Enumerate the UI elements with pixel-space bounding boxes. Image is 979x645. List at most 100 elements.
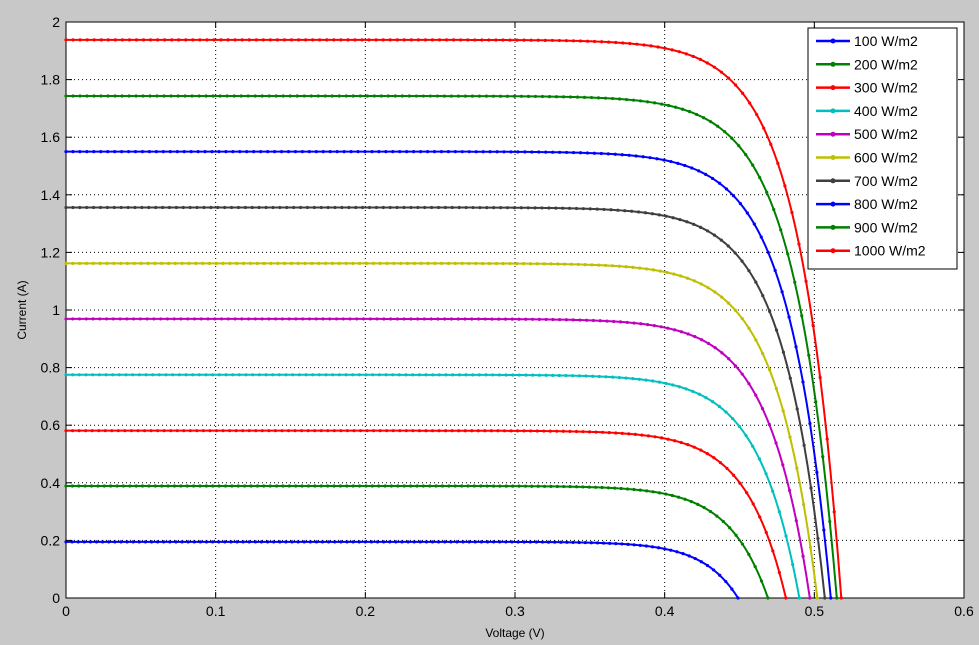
series-point	[382, 317, 386, 321]
series-point	[119, 261, 123, 265]
series-point	[452, 38, 456, 42]
series-point	[592, 39, 597, 44]
series-point	[306, 484, 311, 488]
series-point	[706, 341, 711, 346]
series-point	[374, 38, 378, 42]
series-point	[578, 39, 583, 43]
series-point	[807, 353, 811, 357]
series-point	[716, 124, 720, 128]
series-point	[137, 540, 141, 544]
series-point	[146, 261, 150, 265]
series-point	[399, 261, 403, 265]
series-point	[110, 429, 114, 433]
series-point	[127, 94, 131, 98]
series-point	[686, 332, 690, 336]
series-point	[131, 373, 135, 377]
series-point	[92, 150, 96, 154]
series-point	[64, 540, 68, 544]
series-point	[614, 40, 618, 45]
series-point	[361, 317, 366, 321]
series-point	[219, 317, 224, 321]
series-point	[638, 266, 642, 270]
series-point	[655, 157, 659, 161]
series-point	[530, 317, 535, 321]
series-point	[556, 262, 560, 266]
series-point	[463, 317, 467, 321]
series-point	[578, 151, 583, 155]
series-point	[175, 150, 179, 154]
series-point	[671, 216, 675, 220]
series-point	[472, 484, 476, 488]
series-point	[686, 443, 690, 447]
series-point	[421, 484, 425, 488]
series-point	[617, 264, 621, 268]
series-point	[495, 150, 499, 154]
series-point	[327, 540, 331, 544]
series-point	[726, 244, 730, 248]
legend-label: 600 W/m2	[854, 150, 918, 166]
series-point	[113, 94, 117, 98]
series-point	[313, 429, 317, 433]
legend-label: 100 W/m2	[854, 33, 918, 49]
series-point	[186, 540, 190, 544]
series-point	[168, 540, 172, 544]
series-point	[620, 431, 624, 435]
series-point	[282, 38, 287, 42]
series-point	[346, 38, 350, 42]
series-point	[723, 130, 727, 134]
series-point	[540, 540, 545, 544]
series-point	[643, 211, 648, 215]
series-point	[177, 38, 181, 42]
series-point	[97, 373, 101, 377]
series-point	[494, 38, 498, 42]
series-point	[591, 374, 595, 378]
series-point	[351, 484, 355, 488]
series-point	[245, 150, 249, 154]
series-point	[371, 429, 376, 433]
series-point	[106, 38, 110, 42]
series-point	[325, 38, 329, 42]
series-point	[509, 429, 513, 433]
series-point	[361, 205, 365, 210]
x-tick-label: 0.3	[505, 603, 525, 619]
series-point	[201, 261, 205, 265]
series-point	[731, 473, 736, 477]
series-point	[164, 373, 168, 377]
series-point	[473, 540, 477, 544]
series-point	[301, 317, 305, 321]
series-point	[751, 163, 755, 167]
series-point	[522, 262, 526, 266]
series-point	[317, 373, 321, 377]
series-point	[248, 261, 253, 265]
series-point	[568, 485, 572, 489]
series-point	[597, 263, 601, 267]
series-point	[555, 429, 559, 433]
y-tick-label: 1.2	[41, 244, 61, 260]
series-point	[644, 544, 648, 548]
series-point	[711, 568, 716, 572]
series-point	[443, 429, 448, 433]
series-point	[235, 540, 239, 544]
series-point	[120, 94, 124, 98]
series-point	[713, 346, 717, 350]
series-point	[484, 373, 488, 377]
series-point	[284, 373, 288, 377]
series-point	[671, 383, 675, 387]
series-point	[363, 540, 367, 544]
series-point	[340, 205, 344, 210]
series-point	[721, 519, 725, 524]
series-point	[184, 373, 188, 377]
series-point	[677, 50, 681, 54]
series-point	[125, 317, 129, 321]
series-point	[370, 150, 374, 154]
series-point	[638, 99, 643, 103]
series-point	[260, 317, 264, 321]
series-point	[281, 484, 285, 488]
series-point	[388, 317, 393, 321]
x-tick-label: 0.5	[805, 603, 825, 619]
series-point	[437, 38, 442, 42]
series-point	[253, 540, 257, 544]
series-point	[537, 373, 541, 377]
series-point	[728, 526, 732, 530]
series-point	[304, 373, 308, 377]
